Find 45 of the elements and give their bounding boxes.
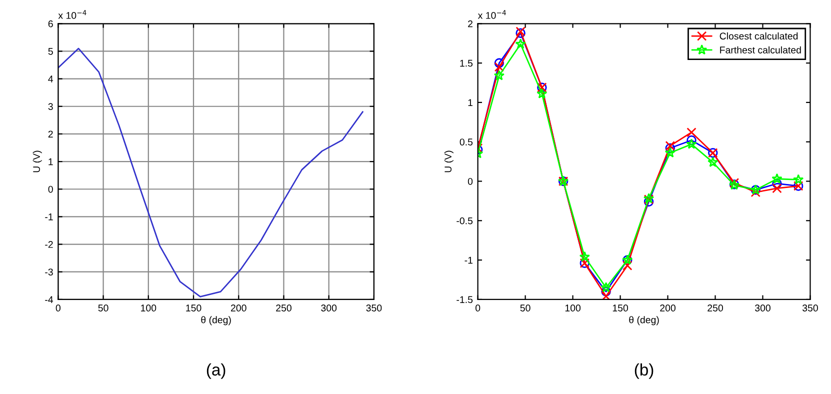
legend-label: Farthest calculated: [720, 46, 801, 54]
text: x 10$^{−4}$: [478, 10, 506, 19]
x-tick-label: 250: [276, 304, 292, 312]
x-axis-title: θ (deg): [201, 316, 231, 326]
x-tick-label: 200: [660, 304, 676, 312]
y-tick-label: 2: [48, 130, 53, 138]
y-tick-label: 6: [48, 20, 53, 28]
y-tick-label: 1: [468, 99, 472, 106]
text: (a): [206, 363, 226, 379]
y-tick-label: 3: [48, 103, 53, 110]
x-tick-label: 350: [366, 304, 382, 312]
y-axis-title: U (V): [32, 150, 42, 172]
y-tick-label: 5: [48, 48, 53, 55]
x-tick-label: 300: [755, 304, 770, 312]
x-tick-label: 100: [141, 304, 156, 312]
y-tick-label: 0.5: [460, 138, 473, 146]
x-tick-label: 50: [98, 304, 108, 312]
x-tick-label: 250: [708, 304, 723, 312]
y-tick-label: -0.5: [456, 217, 473, 224]
y-tick-label: -4: [45, 296, 54, 303]
x-tick-label: 0: [56, 304, 60, 312]
y-tick-label: -2: [45, 241, 53, 248]
x-tick-label: 0: [476, 304, 480, 312]
x-axis-title: θ (deg): [629, 316, 659, 326]
y-tick-label: 2: [468, 20, 472, 28]
legend-label: Closest calculated: [720, 32, 798, 40]
text: x 10$^{−4}$: [58, 10, 86, 19]
y-tick-label: 0: [48, 186, 53, 193]
y-tick-label: -1: [464, 256, 472, 264]
x-tick-label: 150: [612, 304, 628, 312]
text: (b): [634, 363, 654, 379]
y-tick-label: 0: [468, 178, 473, 185]
x-tick-label: 50: [520, 304, 530, 312]
y-tick-label: -1: [45, 214, 53, 220]
x-tick-label: 300: [321, 304, 337, 312]
x-tick-label: 150: [186, 304, 202, 312]
x-tick-label: 200: [230, 304, 246, 312]
y-tick-label: 1: [48, 158, 53, 166]
y-tick-label: 4: [48, 76, 54, 82]
y-tick-label: 1.5: [460, 60, 473, 67]
y-tick-label: -1.5: [456, 296, 473, 304]
x-tick-label: 350: [802, 304, 818, 312]
y-tick-label: -3: [45, 268, 53, 276]
x-tick-label: 100: [565, 304, 581, 312]
y-axis-title: U (V): [444, 150, 454, 172]
